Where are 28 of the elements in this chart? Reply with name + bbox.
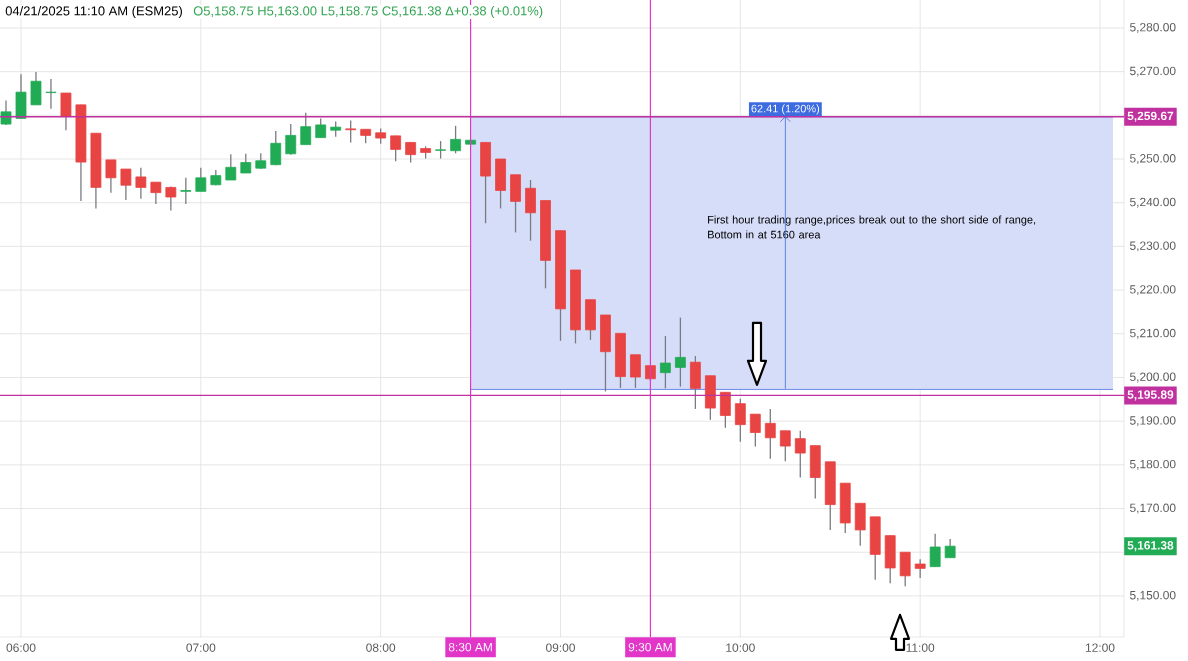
y-tick-label: 5,150.00: [1129, 590, 1176, 601]
y-tick-label: 5,250.00: [1129, 154, 1176, 164]
chart-title: 04/21/2025 11:10 AM (ESM25): [5, 5, 182, 19]
ref-line-label: 9:30 AM: [628, 642, 672, 652]
y-tick-label: 5,270.00: [1129, 66, 1176, 77]
x-tick-label: 10:00: [726, 643, 755, 652]
ref-line-label: 5,259.67: [1127, 111, 1174, 122]
y-tick-label: 5,230.00: [1129, 241, 1176, 252]
y-tick-label: 5,190.00: [1129, 416, 1176, 427]
y-tick-label: 5,180.00: [1129, 459, 1176, 470]
y-tick-label: 5,210.00: [1129, 328, 1176, 339]
y-tick-label: 5,200.00: [1129, 372, 1176, 383]
y-tick-label: 5,220.00: [1129, 285, 1176, 296]
x-tick-label: 12:00: [1085, 643, 1115, 652]
y-tick-label: 5,280.00: [1129, 23, 1176, 33]
x-tick-label: 08:00: [366, 643, 396, 652]
ref-line-label: 8:30 AM: [448, 642, 492, 652]
x-tick-label: 11:00: [906, 643, 935, 652]
annotation: First hour trading range,prices break out to the short side of range, Bottom in at 5160 area: [708, 215, 1036, 239]
y-tick-label: 5,170.00: [1129, 503, 1176, 514]
text: 5,161.38: [1127, 541, 1174, 552]
ref-line-label: 5,195.89: [1127, 390, 1174, 401]
band-label: 62.41 (1.20%): [751, 104, 820, 115]
x-tick-label: 06:00: [6, 643, 36, 652]
x-tick-label: 07:00: [186, 643, 216, 652]
chart-subtitle: O5,158.75 H5,163.00 L5,158.75 C5,161.38 Δ+0.38 (+0.01%): [193, 5, 543, 19]
y-tick-label: 5,240.00: [1129, 197, 1176, 208]
x-tick-label: 09:00: [546, 643, 575, 652]
